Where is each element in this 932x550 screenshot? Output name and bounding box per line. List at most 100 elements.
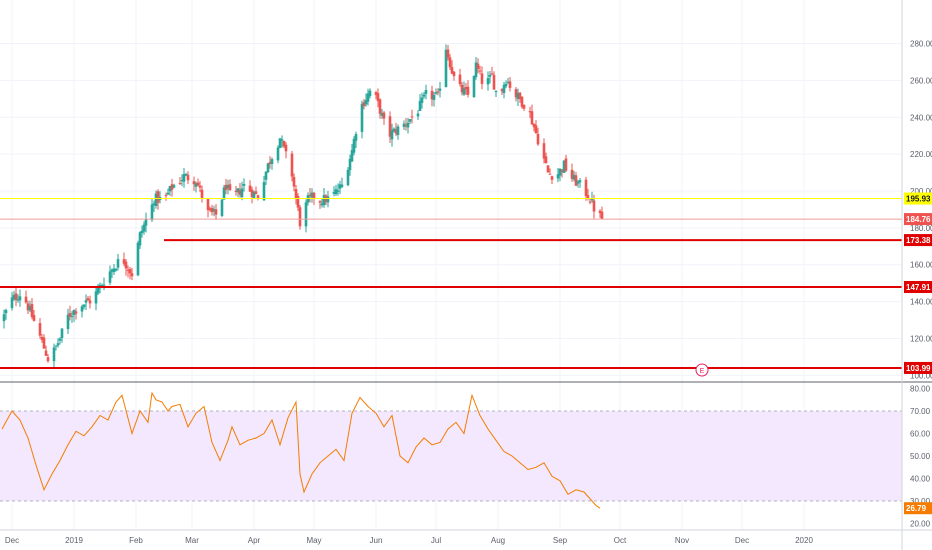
candle-body xyxy=(576,181,580,184)
candle-body xyxy=(346,169,350,186)
candle-body xyxy=(256,195,260,199)
candle-body xyxy=(82,304,86,307)
rsi-tick-label: 40.00 xyxy=(910,475,931,484)
candle-body xyxy=(490,73,494,75)
candle-body xyxy=(506,81,510,83)
candle-body xyxy=(112,268,116,273)
candle-body xyxy=(200,189,204,199)
candle-body xyxy=(530,111,534,125)
candle-body xyxy=(56,343,60,346)
candle-body xyxy=(228,184,232,190)
candle-body xyxy=(156,191,160,203)
candle-body xyxy=(514,89,518,98)
candle-body xyxy=(410,116,414,118)
candle-body xyxy=(392,128,396,132)
rsi-tick-label: 30.00 xyxy=(910,497,931,506)
candle-body xyxy=(198,185,202,188)
candle-body xyxy=(220,199,224,216)
candle-body xyxy=(144,219,148,226)
time-tick-label: Sep xyxy=(553,536,568,545)
candle-body xyxy=(32,315,36,321)
time-tick-label: Dec xyxy=(5,536,19,545)
time-tick-label: Feb xyxy=(129,536,143,545)
candle-body xyxy=(542,143,546,159)
candle-body xyxy=(30,304,34,318)
candle-body xyxy=(522,104,526,109)
candle-body xyxy=(352,138,356,153)
candle-body xyxy=(336,190,340,192)
candle-body xyxy=(416,113,420,117)
candle-body xyxy=(388,116,392,137)
candle-body xyxy=(150,204,154,221)
candle-body xyxy=(562,160,566,173)
candle-body xyxy=(308,194,312,196)
candle-body xyxy=(110,269,114,272)
candle-body xyxy=(18,296,22,301)
candle-body xyxy=(420,97,424,103)
level-badge xyxy=(904,361,932,374)
candle-body xyxy=(486,78,490,85)
candle-body xyxy=(376,93,380,102)
candle-body xyxy=(348,158,352,171)
level-badge-label: 195.93 xyxy=(906,195,931,204)
candle-body xyxy=(472,75,476,98)
candle-body xyxy=(362,102,366,107)
candle-body xyxy=(280,139,284,141)
candle-body xyxy=(488,74,492,77)
candle-body xyxy=(460,84,464,93)
candle-body xyxy=(264,171,268,180)
candle-body xyxy=(360,103,364,132)
candle-body xyxy=(436,91,440,93)
candle-body xyxy=(326,196,330,203)
candle-body xyxy=(550,176,554,180)
candle-body xyxy=(408,119,412,122)
candle-body xyxy=(138,232,142,246)
candle-body xyxy=(592,200,596,212)
candle-body xyxy=(560,169,564,172)
time-tick-label: May xyxy=(306,536,321,545)
candle-body xyxy=(124,261,128,269)
candle-body xyxy=(368,90,372,97)
candle-body xyxy=(422,94,426,97)
candle-body xyxy=(192,181,196,185)
candle-body xyxy=(184,173,188,176)
candle-body xyxy=(4,309,8,314)
candle-body xyxy=(94,291,98,304)
rsi-tick-label: 70.00 xyxy=(910,407,931,416)
time-tick-label: Apr xyxy=(248,536,261,545)
candle-body xyxy=(2,314,6,322)
rsi-current-badge xyxy=(904,502,932,515)
candle-body xyxy=(116,259,120,268)
candle-body xyxy=(278,138,282,148)
candle-body xyxy=(528,111,532,113)
rsi-tick-label: 20.00 xyxy=(910,520,931,529)
candle-body xyxy=(72,310,76,316)
candle-body xyxy=(154,193,158,207)
price-tick-label: 120.00 xyxy=(910,334,932,343)
time-tick-label: Mar xyxy=(185,536,199,545)
candle-body xyxy=(284,144,288,152)
candle-body xyxy=(548,173,552,175)
candle-body xyxy=(152,203,156,206)
candle-body xyxy=(226,185,230,189)
candle-body xyxy=(210,207,214,213)
candle-body xyxy=(102,284,106,286)
candle-body xyxy=(518,92,522,100)
candle-body xyxy=(418,100,422,111)
candle-body xyxy=(262,182,266,201)
candle-body xyxy=(574,175,578,186)
rsi-current-label: 26.79 xyxy=(906,504,927,513)
candle-body xyxy=(140,230,144,233)
candle-body xyxy=(252,191,256,199)
candle-body xyxy=(508,81,512,88)
candle-body xyxy=(84,300,88,303)
candle-body xyxy=(12,295,16,300)
candle-body xyxy=(340,184,344,187)
level-badge-label: 147.91 xyxy=(906,283,931,292)
time-tick-label: Nov xyxy=(675,536,689,545)
candle-body xyxy=(46,357,50,362)
candle-body xyxy=(516,93,520,100)
level-badge xyxy=(904,213,932,226)
candle-body xyxy=(402,123,406,127)
